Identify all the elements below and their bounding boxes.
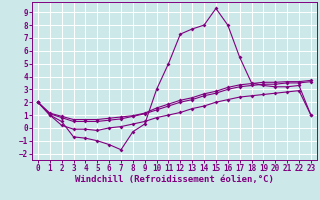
- X-axis label: Windchill (Refroidissement éolien,°C): Windchill (Refroidissement éolien,°C): [75, 175, 274, 184]
